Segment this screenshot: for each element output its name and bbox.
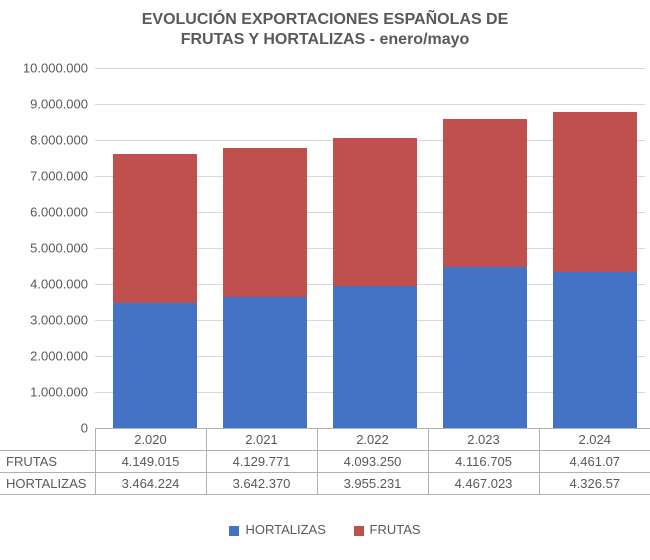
legend-swatch-frutas bbox=[354, 526, 364, 536]
legend-swatch-hortalizas bbox=[229, 526, 239, 536]
y-tick-label: 4.000.000 bbox=[8, 277, 88, 292]
gridline bbox=[95, 104, 645, 105]
table-corner bbox=[0, 429, 95, 451]
bar-group bbox=[333, 138, 417, 428]
y-tick-label: 10.000.000 bbox=[8, 61, 88, 76]
chart-title: EVOLUCIÓN EXPORTACIONES ESPAÑOLAS DE FRU… bbox=[0, 0, 650, 50]
bar-segment-frutas bbox=[113, 154, 197, 303]
table-row-header-hortalizas: HORTALIZAS bbox=[0, 473, 95, 495]
table-col-header: 2.023 bbox=[428, 429, 539, 451]
title-line-2: FRUTAS Y HORTALIZAS - enero/mayo bbox=[181, 31, 470, 48]
y-tick-label: 9.000.000 bbox=[8, 97, 88, 112]
table-cell: 3.642.370 bbox=[206, 473, 317, 495]
table-cell: 3.464.224 bbox=[95, 473, 206, 495]
table-cell: 4.149.015 bbox=[95, 451, 206, 473]
legend-label-hortalizas: HORTALIZAS bbox=[245, 522, 325, 537]
bar-segment-frutas bbox=[223, 148, 307, 297]
y-tick-label: 2.000.000 bbox=[8, 349, 88, 364]
y-tick-label: 5.000.000 bbox=[8, 241, 88, 256]
bar-segment-hortalizas bbox=[333, 286, 417, 428]
bar-group bbox=[223, 148, 307, 428]
y-tick-label: 8.000.000 bbox=[8, 133, 88, 148]
legend-label-frutas: FRUTAS bbox=[370, 522, 421, 537]
bar-segment-hortalizas bbox=[553, 272, 637, 428]
bar-segment-hortalizas bbox=[223, 297, 307, 428]
table-cell: 4.116.705 bbox=[428, 451, 539, 473]
title-line-1: EVOLUCIÓN EXPORTACIONES ESPAÑOLAS DE bbox=[142, 11, 509, 28]
plot-area bbox=[95, 68, 645, 429]
legend-item-hortalizas: HORTALIZAS bbox=[229, 522, 325, 537]
bar-segment-frutas bbox=[553, 112, 637, 273]
table-col-header: 2.024 bbox=[539, 429, 650, 451]
table-row-header-frutas: FRUTAS bbox=[0, 451, 95, 473]
table-cell: 4.093.250 bbox=[317, 451, 428, 473]
table-cell: 4.326.57 bbox=[539, 473, 650, 495]
table-cell: 4.129.771 bbox=[206, 451, 317, 473]
bar-group bbox=[553, 112, 637, 428]
bar-segment-hortalizas bbox=[113, 303, 197, 428]
bar-segment-hortalizas bbox=[443, 267, 527, 428]
bar-group bbox=[113, 154, 197, 428]
legend: HORTALIZAS FRUTAS bbox=[0, 522, 650, 537]
gridline bbox=[95, 68, 645, 69]
table-col-header: 2.021 bbox=[206, 429, 317, 451]
y-tick-label: 6.000.000 bbox=[8, 205, 88, 220]
y-tick-label: 3.000.000 bbox=[8, 313, 88, 328]
table-col-header: 2.022 bbox=[317, 429, 428, 451]
bar-segment-frutas bbox=[333, 138, 417, 285]
legend-item-frutas: FRUTAS bbox=[354, 522, 421, 537]
y-tick-label: 7.000.000 bbox=[8, 169, 88, 184]
table-cell: 3.955.231 bbox=[317, 473, 428, 495]
data-table: 2.0202.0212.0222.0232.024 FRUTAS4.149.015… bbox=[0, 428, 650, 495]
y-tick-label: 1.000.000 bbox=[8, 385, 88, 400]
bar-segment-frutas bbox=[443, 119, 527, 267]
table-col-header: 2.020 bbox=[95, 429, 206, 451]
table-cell: 4.467.023 bbox=[428, 473, 539, 495]
table-cell: 4.461.07 bbox=[539, 451, 650, 473]
chart-container: EVOLUCIÓN EXPORTACIONES ESPAÑOLAS DE FRU… bbox=[0, 0, 650, 560]
bar-group bbox=[443, 119, 527, 428]
